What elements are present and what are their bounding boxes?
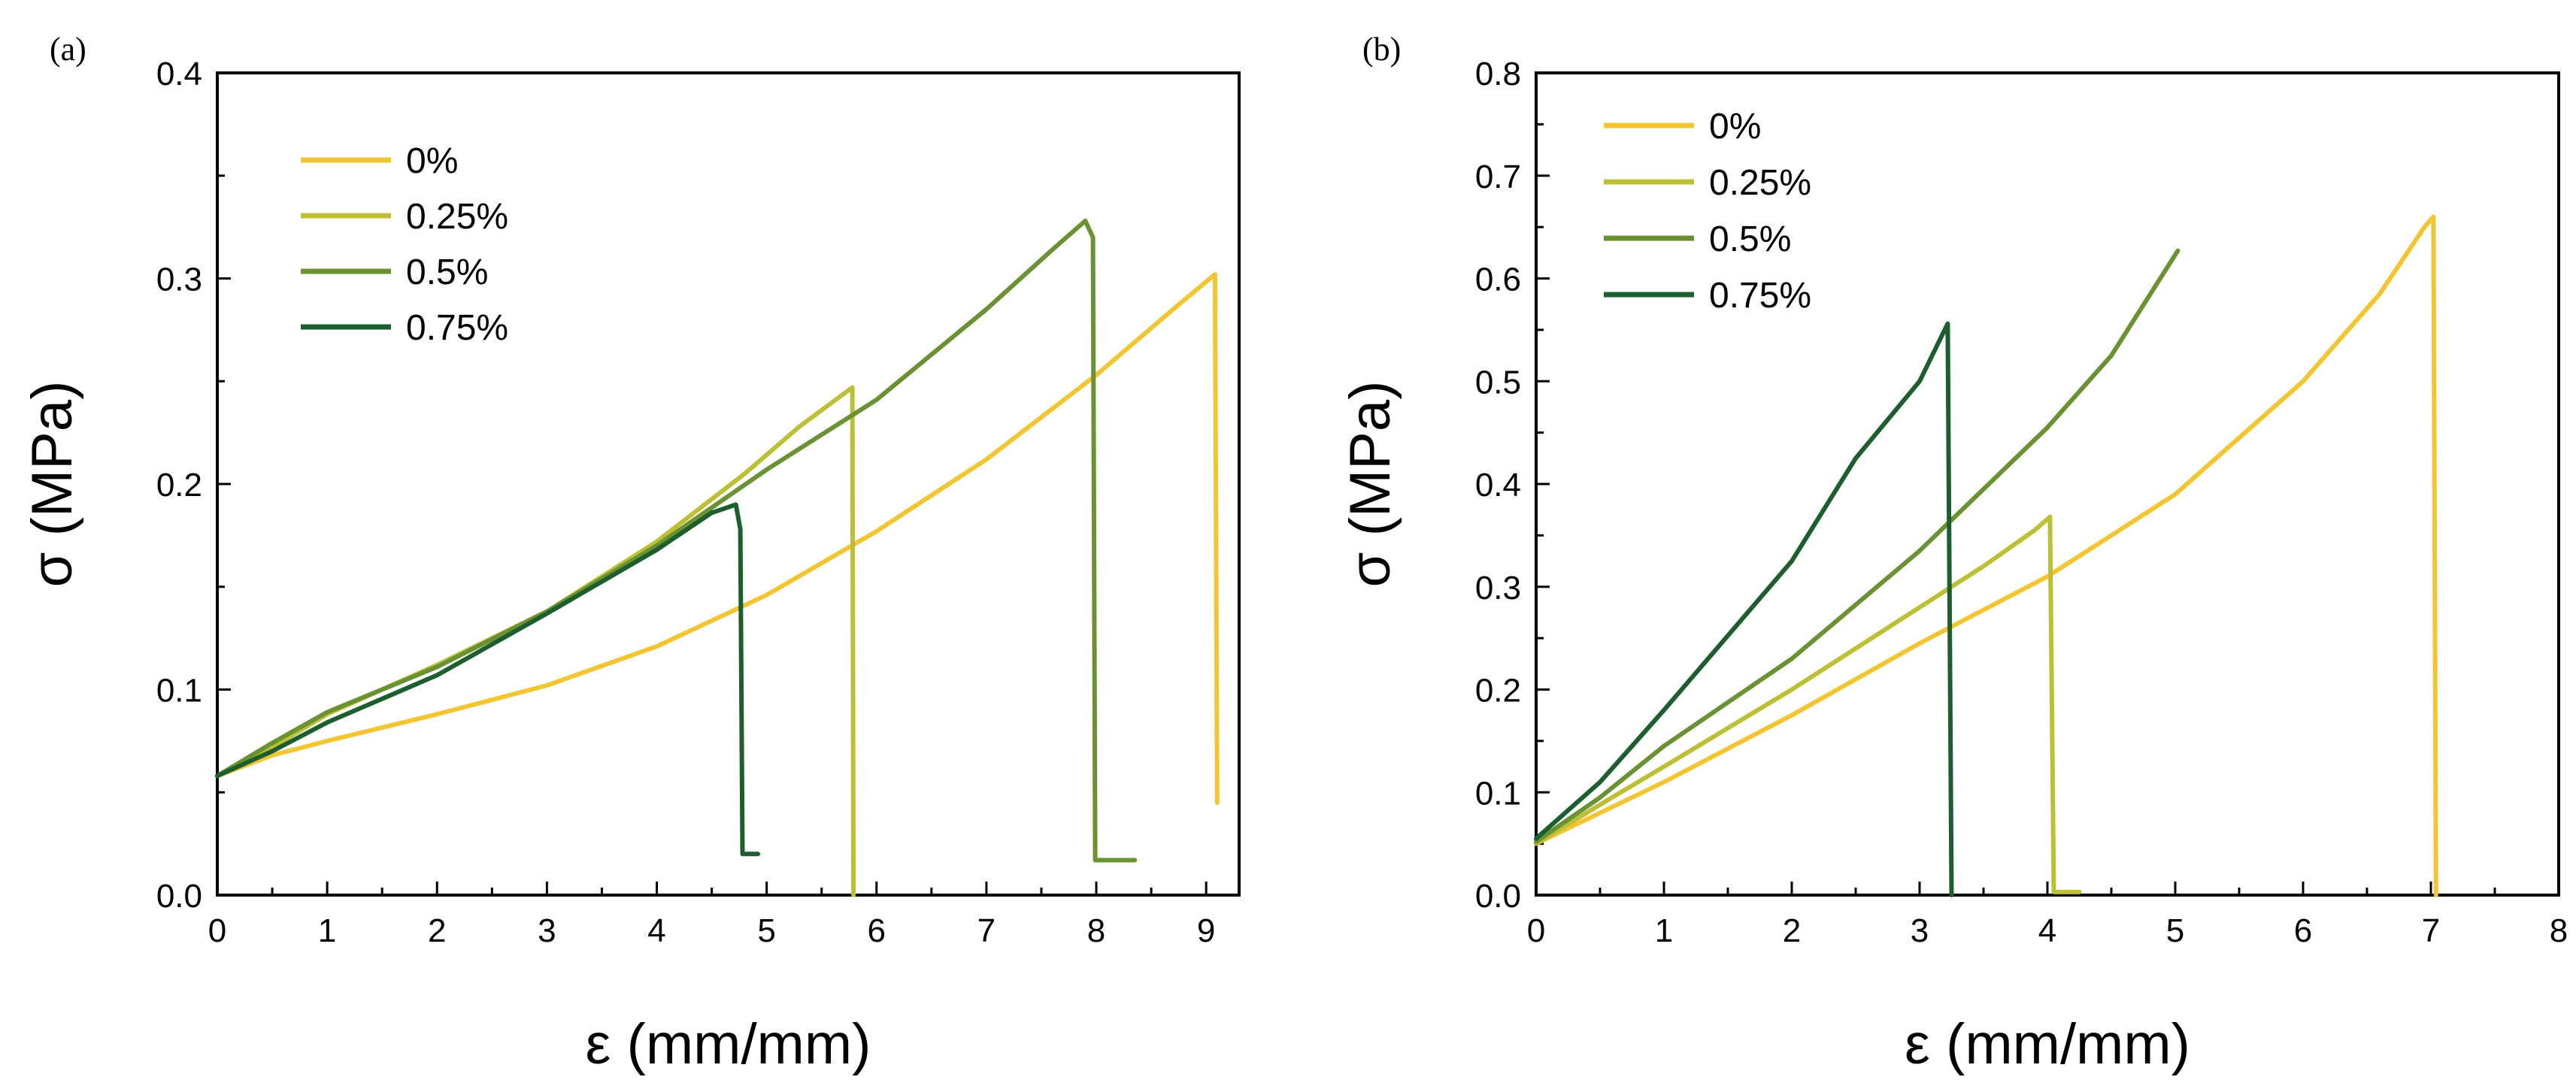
series-line-0%: [215, 272, 1220, 805]
x-tick-label: 8: [2550, 912, 2568, 949]
y-tick-label: 0.6: [1475, 262, 1521, 298]
series-line-0.75%: [215, 502, 760, 857]
legend-label: 0.25%: [1709, 163, 1811, 203]
y-tick-label: 0.3: [1475, 570, 1521, 607]
y-axis-title: σ (MPa): [20, 381, 84, 588]
panel-a: 0 1 2 3 4 5 6 7 8 9 0.0 0.1 0.2 0.3 0.4 0% 0.25% 0.5% 0.75…: [20, 31, 1241, 1076]
series-line-0.5%: [215, 218, 1138, 863]
panel-b: 0 1 2 3 4 5 6 7 8 0.0 0.1 0.2 0.3 0.4 0.5 0.6 0.7 0.8 0% 0.…: [1338, 31, 2568, 1076]
y-tick-label: 0.8: [1475, 56, 1521, 92]
x-tick-label: 1: [1655, 912, 1673, 949]
x-tick-label: 5: [2166, 912, 2184, 949]
series-line-0.5%: [1534, 248, 2181, 844]
y-tick-label: 0.7: [1475, 159, 1521, 195]
x-tick-label: 2: [1783, 912, 1801, 949]
series-line-0.25%: [215, 385, 856, 897]
plot-frame: [1535, 71, 2560, 897]
x-tick-label: 0: [208, 912, 226, 949]
legend-label: 0.5%: [1709, 219, 1791, 259]
x-tick-label: 3: [1911, 912, 1929, 949]
legend-label: 0.75%: [406, 308, 508, 348]
x-tick-label: 2: [428, 912, 446, 949]
x-tick-label: 1: [318, 912, 336, 949]
x-tick-label: 7: [2422, 912, 2440, 949]
panel-label: (b): [1362, 31, 1401, 68]
legend-label: 0%: [1709, 107, 1761, 147]
x-axis-title: ε (mm/mm): [1905, 1012, 2190, 1076]
y-tick-label: 0.4: [156, 56, 202, 92]
x-tick-label: 0: [1527, 912, 1545, 949]
y-tick-label: 0.5: [1475, 364, 1521, 401]
y-tick-label: 0.0: [156, 878, 202, 915]
panel-label: (a): [50, 31, 86, 68]
x-tick-label: 5: [757, 912, 775, 949]
y-tick-label: 0.2: [1475, 673, 1521, 709]
series-line-0%: [1534, 214, 2438, 897]
x-tick-label: 3: [538, 912, 556, 949]
x-tick-label: 7: [977, 912, 996, 949]
y-tick-label: 0.4: [1475, 467, 1521, 504]
y-tick-label: 0.1: [156, 673, 202, 709]
x-tick-label: 4: [647, 912, 665, 949]
x-tick-label: 6: [868, 912, 886, 949]
series-line-0.75%: [1534, 321, 1954, 897]
y-tick-label: 0.3: [156, 262, 202, 298]
x-tick-label: 4: [2038, 912, 2056, 949]
y-tick-label: 0.0: [1475, 878, 1521, 915]
x-tick-label: 6: [2294, 912, 2312, 949]
x-tick-label: 8: [1087, 912, 1105, 949]
legend-label: 0.5%: [406, 253, 488, 292]
y-axis-title: σ (MPa): [1338, 381, 1402, 588]
legend-label: 0.75%: [1709, 276, 1811, 316]
x-axis-title: ε (mm/mm): [586, 1012, 871, 1076]
legend-label: 0.25%: [406, 197, 508, 237]
legend-label: 0%: [406, 141, 458, 181]
y-tick-label: 0.2: [156, 467, 202, 504]
x-tick-label: 9: [1197, 912, 1215, 949]
y-tick-label: 0.1: [1475, 775, 1521, 812]
